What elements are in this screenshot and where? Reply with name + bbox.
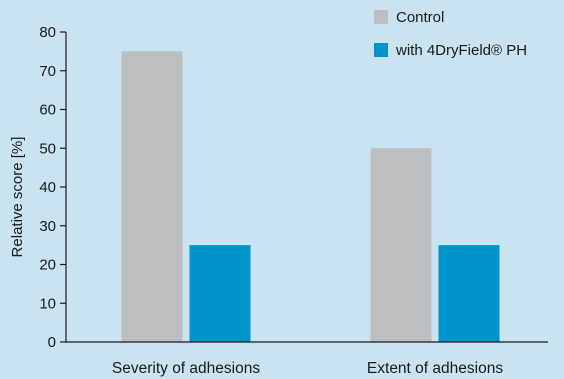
- y-tick-label: 20: [39, 257, 56, 274]
- bar-treatment-1: [189, 245, 251, 342]
- legend-label-control: Control: [396, 9, 444, 26]
- bar-control-2: [370, 148, 432, 342]
- y-tick-label: 0: [48, 334, 56, 351]
- bars: [121, 51, 500, 342]
- y-tick-label: 40: [39, 179, 56, 196]
- legend: Control with 4DryField® PH: [374, 9, 527, 59]
- bar-control-1: [121, 51, 183, 342]
- y-tick-label: 10: [39, 295, 56, 312]
- y-tick-label: 30: [39, 218, 56, 235]
- legend-swatch-control: [374, 10, 388, 24]
- y-axis-ticks: 0 10 20 30 40 50 60 70 80: [39, 24, 66, 351]
- x-axis-categories: Severity of adhesions Extent of adhesions: [112, 360, 503, 377]
- x-category-label: Extent of adhesions: [367, 360, 503, 377]
- bar-treatment-2: [438, 245, 500, 342]
- legend-label-treatment: with 4DryField® PH: [395, 42, 527, 59]
- y-tick-label: 80: [39, 24, 56, 41]
- legend-swatch-treatment: [374, 43, 388, 57]
- y-tick-label: 50: [39, 140, 56, 157]
- y-tick-label: 70: [39, 63, 56, 80]
- x-category-label: Severity of adhesions: [112, 360, 260, 377]
- y-tick-label: 60: [39, 102, 56, 119]
- y-axis-label: Relative score [%]: [9, 137, 26, 258]
